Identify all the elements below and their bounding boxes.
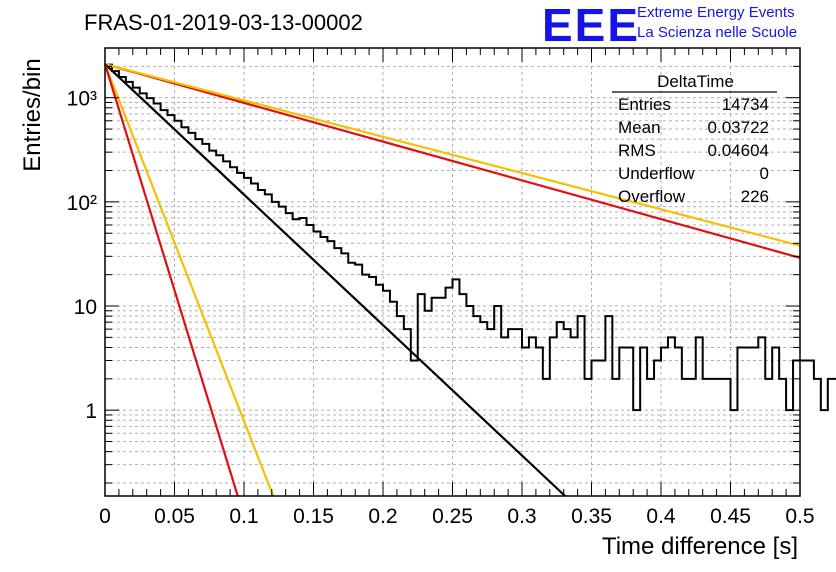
x-tick-label: 0.4 [646,505,676,528]
series-line-2 [104,63,801,247]
x-tick-label: 0.1 [229,505,258,528]
x-tick-label: 0.25 [432,505,473,528]
stats-value-underflow: 0 [760,164,769,183]
x-axis-label: Time difference [s] [601,533,798,560]
series-layer [103,63,801,497]
stats-value-rms: 0.04604 [708,141,769,160]
series-line-5 [103,63,239,497]
y-tick-label: 1 [85,400,97,423]
logo-line-1: Extreme Energy Events [637,4,795,21]
series-line-1 [104,63,801,259]
x-tick-label: 0.5 [785,505,814,528]
eee-logo: EEE [542,0,641,51]
stats-label-entries: Entries [618,95,671,114]
x-tick-label: 0.2 [368,505,397,528]
stats-label-mean: Mean [618,118,661,137]
stats-value-overflow: 226 [741,187,769,206]
x-tick-label: 0.05 [154,505,195,528]
histogram-step-line [105,63,836,412]
stats-box-title: DeltaTime [657,72,734,91]
logo-line-2: La Scienza nelle Scuole [637,24,798,41]
grid-layer [105,47,800,496]
series-line-4 [103,63,275,497]
x-tick-label: 0 [99,505,111,528]
x-tick-label: 0.35 [571,505,612,528]
x-tick-label: 0.3 [507,505,536,528]
stats-label-overflow: Overflow [618,187,686,206]
tick-layer: 0 0.05 0.1 0.15 0.2 0.25 0.3 0.35 0.4 0.45 0.5 1 10 1… [67,47,815,528]
x-tick-label: 0.45 [710,505,751,528]
stats-value-mean: 0.03722 [708,118,769,137]
x-tick-label: 0.15 [293,505,334,528]
stats-label-rms: RMS [618,141,656,160]
stats-box: DeltaTime Entries 14734 Mean 0.03722 RMS 0.046… [612,72,777,206]
y-tick-label: 10 [74,296,97,319]
stats-value-entries: 14734 [722,95,769,114]
histogram-layer [105,63,836,412]
y-tick-label: 10² [67,192,97,215]
series-line-3 [104,63,566,497]
stats-label-underflow: Underflow [618,164,695,183]
chart-title: FRAS-01-2019-03-13-00002 [84,10,363,35]
y-tick-label: 10³ [67,88,97,111]
